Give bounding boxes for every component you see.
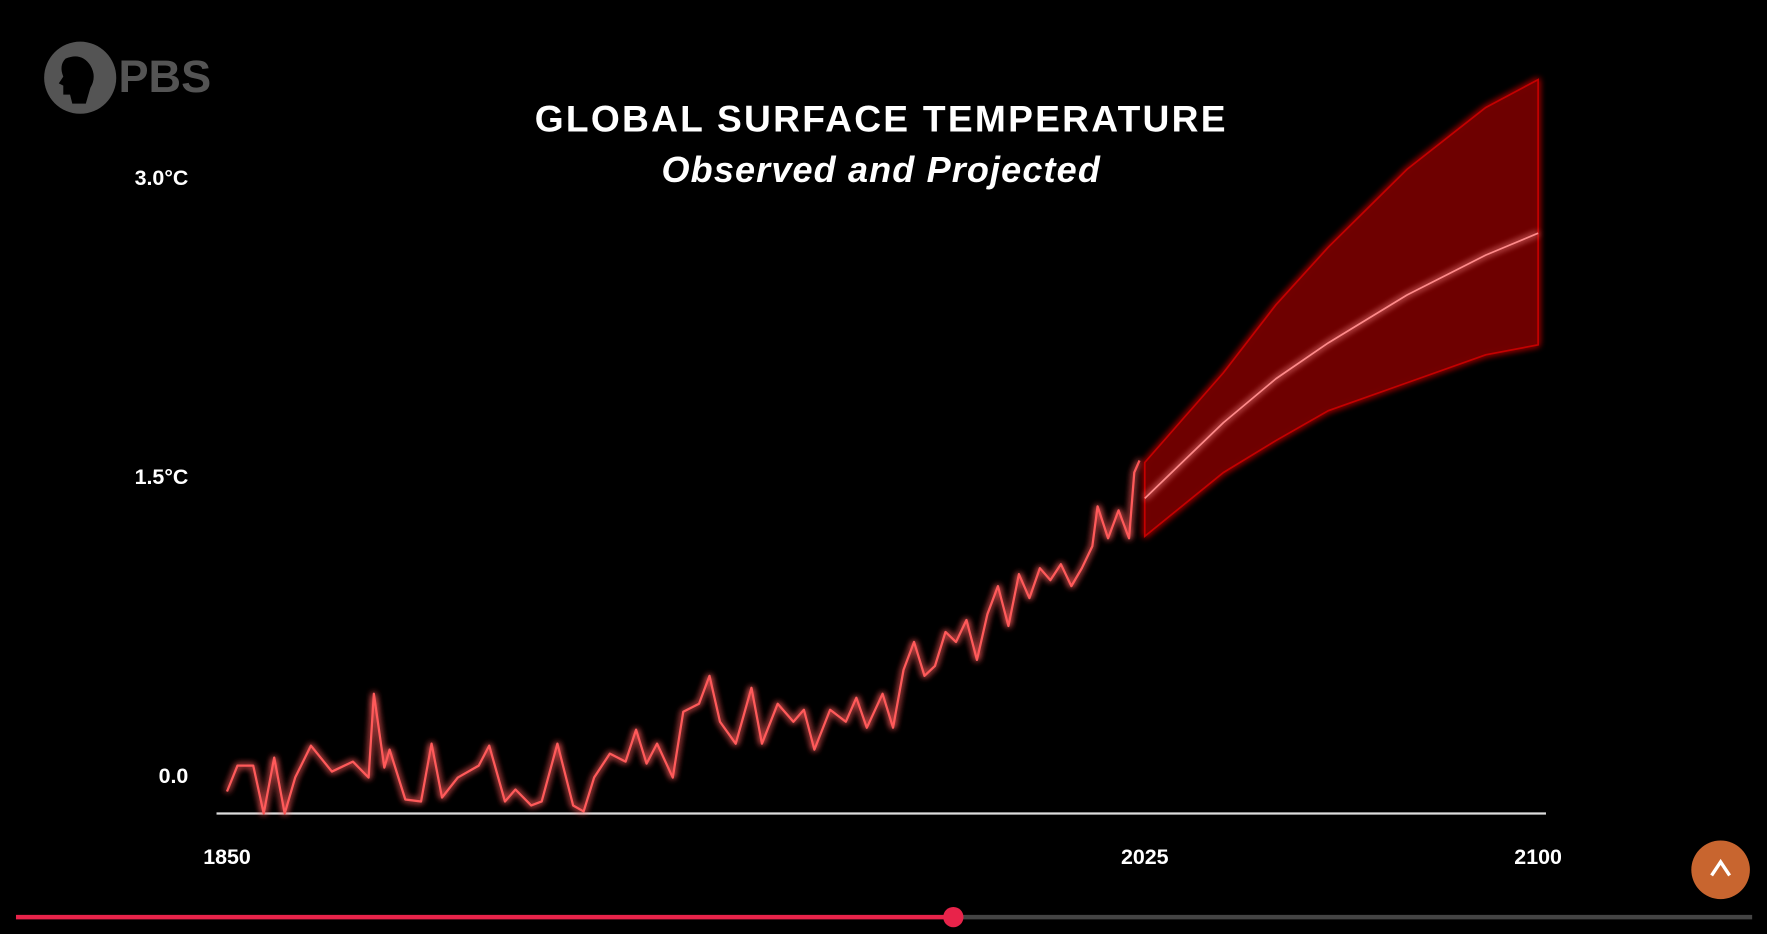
logo-mark [44,41,117,114]
y-tick-label: 3.0°C [135,166,189,190]
observed-line [225,460,1141,815]
logo-text: PBS [118,51,211,102]
progress-handle[interactable] [943,906,964,928]
logo-head [58,56,94,104]
x-tick-label: 2100 [1514,845,1562,869]
projection-band [1143,78,1539,539]
pbs-logo: PBS [44,41,211,114]
chart-subtitle: Observed and Projected [662,149,1101,190]
chart-title: GLOBAL SURFACE TEMPERATURE [535,97,1228,139]
scroll-button[interactable] [1691,840,1750,900]
video-controls [15,840,1753,928]
scroll-icon [1710,858,1732,877]
y-tick-label: 0.0 [159,764,189,788]
plot: 0.0 1.5°C 3.0°C 1850 2025 2100 [135,78,1562,869]
x-tick-label: 1850 [203,845,251,869]
projected-median [1144,232,1539,500]
y-tick-label: 1.5°C [135,465,189,489]
x-tick-label: 2025 [1121,845,1169,869]
